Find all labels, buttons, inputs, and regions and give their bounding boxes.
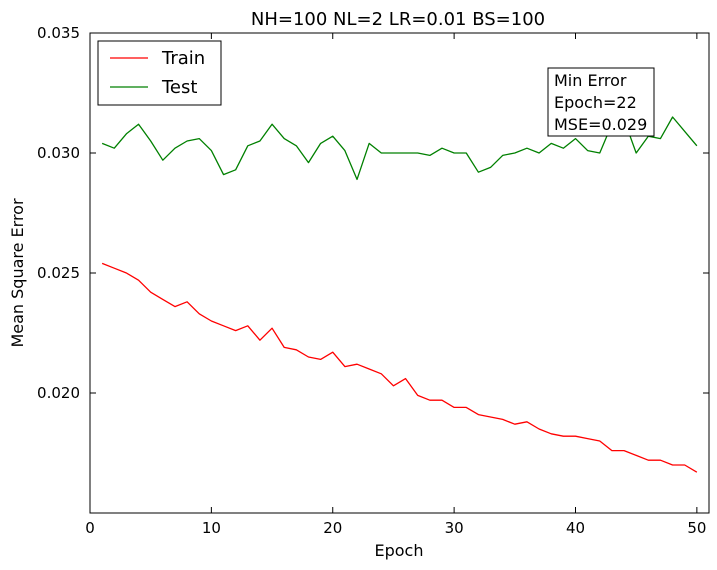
x-tick-label: 40 xyxy=(566,519,585,537)
series-line-test xyxy=(101,116,698,181)
annotation-line-3: MSE=0.029 xyxy=(554,115,647,134)
x-tick-label: 30 xyxy=(445,519,464,537)
x-tick-label: 50 xyxy=(687,519,706,537)
x-axis-label: Epoch xyxy=(375,541,424,560)
x-tick-label: 20 xyxy=(323,519,342,537)
legend-label-train: Train xyxy=(161,48,205,69)
legend: Train Test xyxy=(97,40,222,106)
y-axis-label: Mean Square Error xyxy=(8,198,27,348)
x-tick-label: 10 xyxy=(202,519,221,537)
chart-title: NH=100 NL=2 LR=0.01 BS=100 xyxy=(251,9,545,30)
annotation-box xyxy=(547,67,655,137)
y-tick-label: 0.025 xyxy=(37,264,80,282)
series-line-train xyxy=(101,262,698,473)
annotation-line-2: Epoch=22 xyxy=(554,93,637,112)
y-tick-label: 0.035 xyxy=(37,24,80,42)
legend-box xyxy=(97,40,222,106)
min-error-annotation: Min Error Epoch=22 MSE=0.029 xyxy=(547,67,655,137)
annotation-line-1: Min Error xyxy=(554,71,627,90)
y-tick-label: 0.020 xyxy=(37,384,80,402)
x-tick-label: 0 xyxy=(85,519,95,537)
legend-label-test: Test xyxy=(161,77,197,98)
y-tick-label: 0.030 xyxy=(37,144,80,162)
